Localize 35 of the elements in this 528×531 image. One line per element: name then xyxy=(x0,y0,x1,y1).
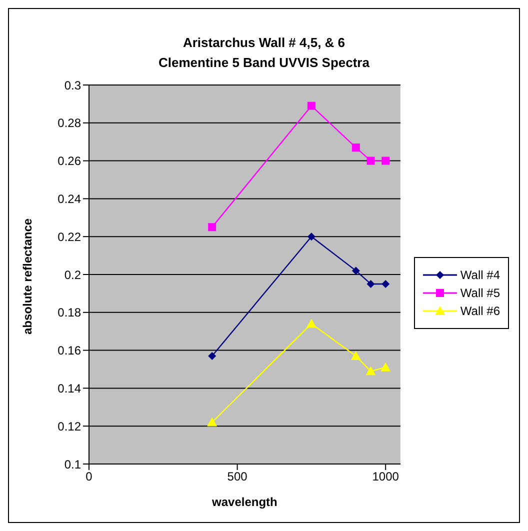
y-tick-label: 0.18 xyxy=(58,306,82,320)
x-tick-label: 1000 xyxy=(372,470,400,484)
point xyxy=(382,280,390,288)
point xyxy=(380,362,391,372)
point xyxy=(382,156,390,165)
point xyxy=(366,156,375,165)
point xyxy=(352,144,360,152)
y-tick-label: 0.14 xyxy=(58,381,82,396)
chart-title: Aristarchus Wall # 4,5, & 6 Clementine 5 Band UVVIS Spectra xyxy=(158,34,370,72)
legend-label: Wall #5 xyxy=(460,286,500,300)
x-axis-title: wavelength xyxy=(211,495,278,509)
y-axis-title: absolute reflectance xyxy=(20,218,34,334)
point xyxy=(208,352,216,360)
y-tick-label: 0.1 xyxy=(64,457,82,472)
y-tick-label: 0.12 xyxy=(58,419,82,434)
point xyxy=(306,318,316,328)
y-tick-label: 0.26 xyxy=(58,154,82,168)
y-tick-label: 0.16 xyxy=(58,344,82,358)
legend-label: Wall #6 xyxy=(460,304,500,318)
point xyxy=(307,102,316,110)
point xyxy=(366,366,376,376)
point xyxy=(350,350,361,360)
y-tick-label: 0.3 xyxy=(64,78,82,92)
y-tick-label: 0.28 xyxy=(58,116,82,130)
y-tick-label: 0.2 xyxy=(64,268,82,282)
y-tick-label: 0.24 xyxy=(58,192,82,206)
y-tick-label: 0.22 xyxy=(58,230,82,244)
point xyxy=(208,223,216,232)
x-tick-label: 500 xyxy=(227,470,248,484)
point xyxy=(352,266,360,275)
point xyxy=(207,417,218,426)
point xyxy=(307,232,316,241)
legend-label: Wall #4 xyxy=(460,268,500,282)
x-tick-label: 0 xyxy=(86,470,93,484)
point xyxy=(366,280,375,288)
